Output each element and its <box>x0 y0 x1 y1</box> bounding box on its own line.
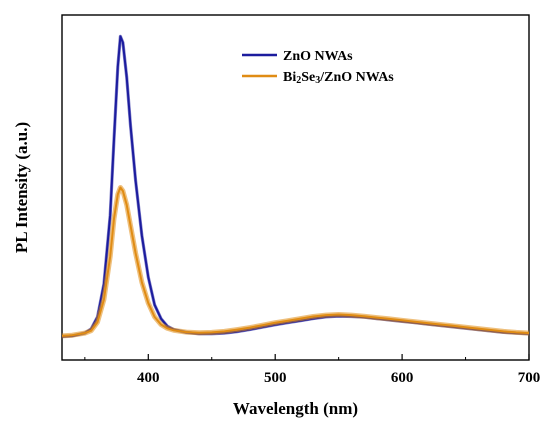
y-axis-title: PL Intensity (a.u.) <box>12 122 31 253</box>
series-layer <box>61 34 530 339</box>
x-tick-label: 600 <box>391 370 414 386</box>
series-band-1 <box>61 185 530 339</box>
legend: ZnO NWAs Bi2Se3/ZnO NWAs <box>242 49 394 86</box>
x-tick-label: 500 <box>264 370 287 386</box>
legend-label-zno: ZnO NWAs <box>283 49 353 64</box>
x-ticks: 400 500 600 700 <box>84 354 541 386</box>
legend-label-bi2se3-zno: Bi2Se3/ZnO NWAs <box>283 70 394 86</box>
series-line-1 <box>61 186 530 337</box>
x-axis-title: Wavelength (nm) <box>233 399 358 418</box>
x-tick-label: 700 <box>518 370 541 386</box>
x-tick-label: 400 <box>137 370 160 386</box>
plot-frame <box>61 14 530 361</box>
